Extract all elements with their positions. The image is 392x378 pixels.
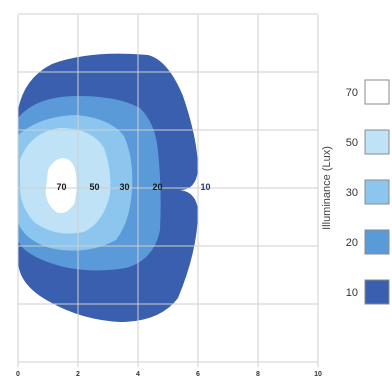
legend-swatch	[364, 279, 390, 305]
contour-labels: 70 50 30 20 10	[56, 182, 210, 192]
grid-lines	[17, 13, 319, 367]
x-axis-ticks: 0 2 4 6 8 10	[16, 371, 322, 378]
colorbar-title: Illuminance (Lux)	[321, 146, 333, 230]
legend-swatch	[364, 129, 390, 155]
legend-label: 70	[346, 87, 358, 99]
legend-swatch	[364, 179, 390, 205]
contour-label: 30	[119, 182, 129, 192]
legend-label: 20	[346, 237, 358, 249]
contour-label: 50	[89, 182, 99, 192]
contour-label: 20	[152, 182, 162, 192]
legend-label: 30	[346, 187, 358, 199]
legend-swatch	[364, 229, 390, 255]
contour-region-70	[45, 158, 77, 213]
contour-label: 70	[56, 182, 66, 192]
legend-label: 50	[346, 137, 358, 149]
colorbar-legend: Illuminance (Lux) 70 50 30 20 10	[321, 79, 390, 305]
legend-label: 10	[346, 287, 358, 299]
x-tick-label: 6	[196, 371, 200, 378]
x-tick-label: 8	[256, 371, 260, 378]
legend-swatch	[364, 79, 390, 105]
x-tick-label: 10	[314, 371, 322, 378]
legend-items: 70 50 30 20 10	[346, 79, 390, 305]
x-tick-label: 0	[16, 371, 20, 378]
x-tick-label: 2	[76, 371, 80, 378]
contour-label: 10	[200, 182, 210, 192]
x-tick-label: 4	[136, 371, 140, 378]
plot-area: 70 50 30 20 10	[17, 13, 319, 367]
